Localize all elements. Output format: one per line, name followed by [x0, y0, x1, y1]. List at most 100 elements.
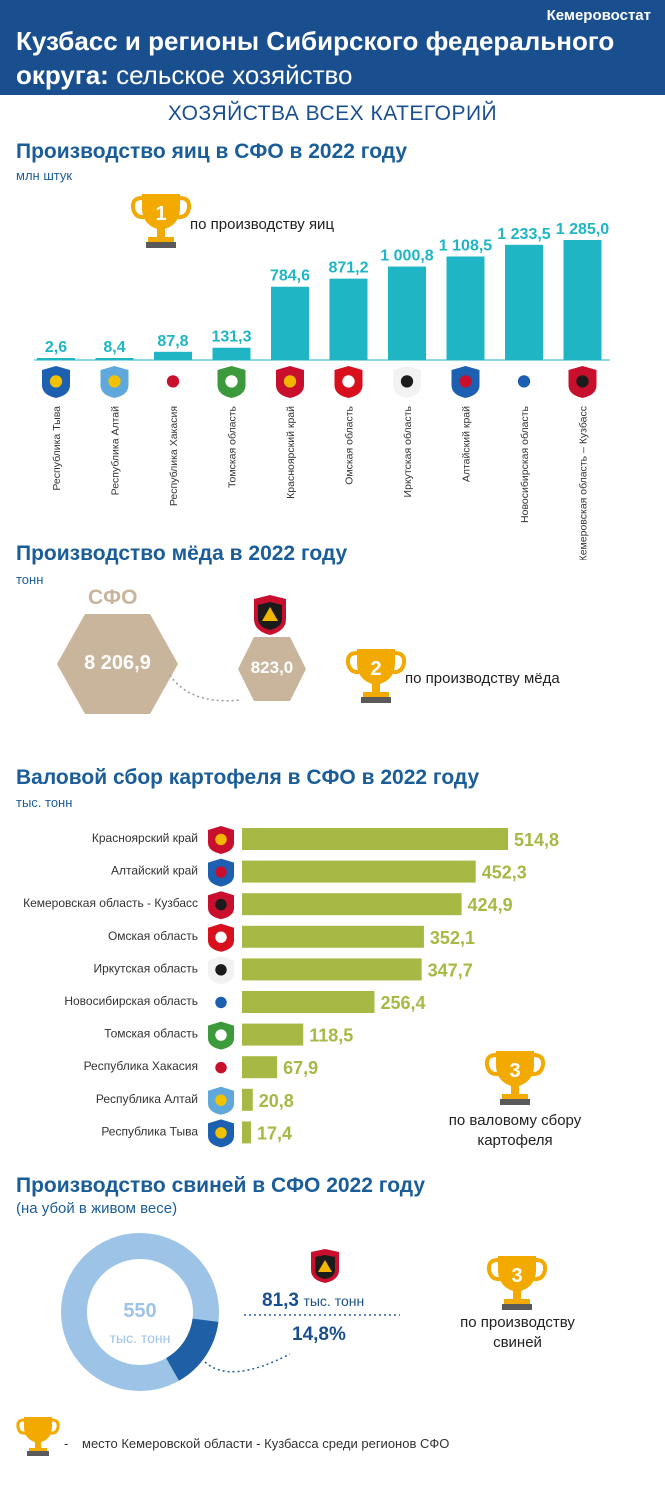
egg-bar-label: 784,6	[270, 268, 310, 285]
egg-category-label: Алтайский край	[461, 406, 473, 482]
region-coat-icon	[393, 366, 421, 398]
potato-bar	[242, 1088, 253, 1111]
potato-bar-label: 256,4	[380, 993, 425, 1013]
potato-bar	[242, 893, 462, 916]
region-coat-icon	[510, 366, 538, 398]
region-coat-icon	[208, 891, 234, 920]
egg-bar-label: 87,8	[157, 333, 188, 350]
egg-category-label: Республика Хакасия	[168, 406, 180, 506]
region-coat-icon	[159, 366, 187, 398]
organization-name: Кемеровостат	[546, 7, 651, 24]
potato-category-label: Омская область	[108, 929, 198, 943]
potato-category-label: Алтайский край	[111, 864, 198, 878]
egg-bar-label: 871,2	[328, 260, 368, 277]
pigs-kuzbass-amount: 81,3	[262, 1290, 299, 1311]
potato-bar	[242, 958, 422, 981]
page-title-normal: сельское хозяйство	[116, 60, 353, 90]
legend-dash: -	[64, 1436, 69, 1451]
region-coat-icon	[276, 366, 304, 398]
region-coat-icon	[568, 366, 597, 398]
pigs-divider	[244, 1314, 400, 1316]
eggs-award-rank: 1	[155, 203, 166, 225]
pigs-kuzbass-unit: тыс. тонн	[303, 1293, 365, 1309]
eggs-award-text: по производству яиц	[190, 216, 335, 233]
honey-title: Производство мёда в 2022 году	[16, 542, 348, 565]
region-coat-icon	[208, 1054, 234, 1083]
egg-bar-label: 1 233,5	[497, 226, 550, 243]
egg-bar	[446, 256, 485, 360]
eggs-title: Производство яиц в СФО в 2022 году	[16, 140, 408, 163]
honey-award-rank: 2	[370, 658, 381, 680]
kuzbass-coat-of-arms-icon	[311, 1249, 339, 1283]
pigs-donut-kuzbass-slice	[165, 1318, 219, 1381]
potato-bar	[242, 1023, 304, 1046]
region-coat-icon	[208, 1021, 234, 1050]
potato-bar	[242, 925, 424, 948]
pigs-title: Производство свиней в СФО 2022 году	[16, 1174, 426, 1197]
page-title-bold: Кузбасс и регионы Сибирского федеральног…	[16, 26, 615, 90]
potato-bar-label: 452,3	[482, 863, 527, 883]
legend-text: место Кемеровской области - Кузбасса сре…	[82, 1436, 450, 1451]
potato-award-text-line2: картофеля	[477, 1132, 553, 1149]
potato-award-text: по валовому сбору картофеля	[420, 1111, 610, 1151]
egg-category-label: Томская область	[227, 405, 239, 488]
potato-bar-label: 514,8	[514, 830, 559, 850]
egg-bar-label: 2,6	[45, 339, 67, 356]
egg-bar-label: 1 000,8	[380, 248, 433, 265]
potato-bar-label: 347,7	[428, 960, 473, 980]
potato-bar-chart: Красноярский край 514,8 Алтайский край 452,…	[0, 820, 665, 1155]
egg-bar	[154, 351, 192, 360]
potato-category-label: Томская область	[104, 1027, 198, 1041]
pigs-connector-line	[204, 1353, 291, 1373]
honey-kuzbass-hexagon	[238, 637, 306, 701]
honey-connector-line	[169, 674, 241, 702]
pigs-award-text-line1: по производству	[460, 1314, 575, 1331]
potato-bar	[242, 1056, 278, 1079]
pigs-award-rank: 3	[511, 1265, 522, 1287]
page-title: Кузбасс и регионы Сибирского федеральног…	[16, 24, 616, 92]
egg-bar	[212, 347, 251, 360]
pigs-kuzbass-value: 81,3 тыс. тонн	[262, 1290, 364, 1312]
egg-bar	[505, 244, 543, 360]
pigs-award-text-line2: свиней	[493, 1334, 542, 1351]
pigs-subtitle: (на убой в живом весе)	[16, 1200, 178, 1217]
potato-category-label: Республика Алтай	[96, 1092, 198, 1106]
region-coat-icon	[451, 366, 480, 398]
potato-category-label: Республика Хакасия	[84, 1059, 198, 1073]
header-banner	[0, 0, 665, 95]
region-coat-icon	[42, 366, 70, 398]
region-coat-icon	[208, 858, 234, 887]
potato-bar-label: 352,1	[430, 928, 475, 948]
honey-unit: тонн	[16, 572, 44, 587]
region-coat-icon	[334, 366, 363, 398]
egg-category-label: Иркутская область	[402, 405, 414, 497]
egg-bar-label: 8,4	[103, 339, 125, 356]
region-coat-icon	[208, 923, 234, 952]
potato-category-label: Республика Тыва	[101, 1124, 198, 1138]
egg-bar	[271, 286, 309, 360]
region-coat-icon	[217, 366, 246, 398]
potato-award-rank: 3	[509, 1060, 520, 1082]
egg-category-label: Республика Алтай	[110, 406, 122, 495]
egg-category-label: Республика Тыва	[51, 406, 63, 491]
eggs-unit: млн штук	[16, 168, 73, 183]
potato-category-label: Иркутская область	[94, 961, 199, 975]
egg-category-label: Красноярский край	[285, 406, 297, 499]
eggs-bar-chart: 2,6 Республика Тыва 8,4 Республика Алтай 87,…	[0, 190, 665, 561]
region-coat-icon	[208, 1086, 234, 1115]
honey-sfo-hexagon	[57, 614, 178, 714]
pigs-total-value: 550	[123, 1300, 157, 1322]
potato-bar-label: 17,4	[257, 1123, 292, 1143]
pigs-award-text: по производству свиней	[430, 1313, 605, 1353]
egg-bar	[563, 240, 602, 360]
trophy-icon: 2	[345, 649, 407, 703]
pigs-donut-chart	[60, 1232, 220, 1392]
potato-bar	[242, 991, 375, 1013]
potato-category-label: Красноярский край	[92, 831, 198, 845]
pigs-total-unit: тыс. тонн	[109, 1330, 171, 1346]
trophy-icon	[16, 1417, 60, 1456]
kuzbass-coat-of-arms-icon	[254, 595, 286, 635]
egg-bar-label: 131,3	[211, 329, 251, 346]
potato-award-text-line1: по валовому сбору	[448, 1112, 582, 1129]
potato-category-label: Новосибирская область	[64, 994, 198, 1008]
